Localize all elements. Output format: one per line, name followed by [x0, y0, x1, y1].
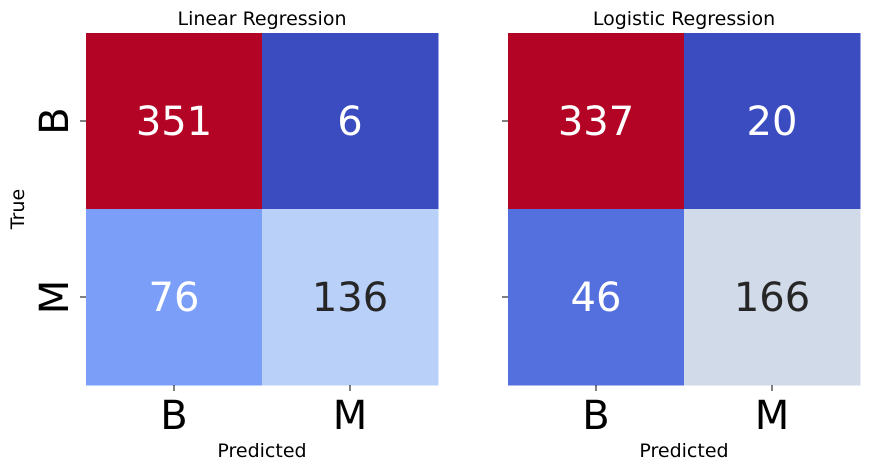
heatmap-cell [86, 33, 263, 210]
cell-value: 6 [337, 99, 362, 145]
y-axis-label: True [7, 189, 29, 230]
cell-value: 166 [734, 275, 810, 321]
cell-value: 46 [571, 275, 622, 321]
heatmap-cell [262, 33, 439, 210]
cell-value: 20 [747, 99, 798, 145]
chart-title: Linear Regression [177, 8, 346, 30]
heatmap-cell [508, 209, 685, 386]
chart-title: Logistic Regression [593, 8, 775, 30]
x-tick-label: M [755, 393, 790, 439]
y-tick-label: B [32, 107, 78, 134]
cell-value: 136 [312, 275, 388, 321]
x-axis-label: Predicted [217, 440, 306, 462]
cell-value: 351 [136, 99, 212, 145]
heatmap-cell [508, 33, 685, 210]
heatmap-cell [684, 33, 861, 210]
cell-value: 337 [558, 99, 634, 145]
heatmap-cell [86, 209, 263, 386]
x-tick-label: B [582, 393, 609, 439]
x-axis-label: Predicted [639, 440, 728, 462]
heatmap-cell [262, 209, 439, 386]
x-tick-label: M [333, 393, 368, 439]
x-tick-label: B [160, 393, 187, 439]
cell-value: 76 [149, 275, 200, 321]
heatmap-cell [684, 209, 861, 386]
y-tick-label: M [32, 280, 78, 315]
